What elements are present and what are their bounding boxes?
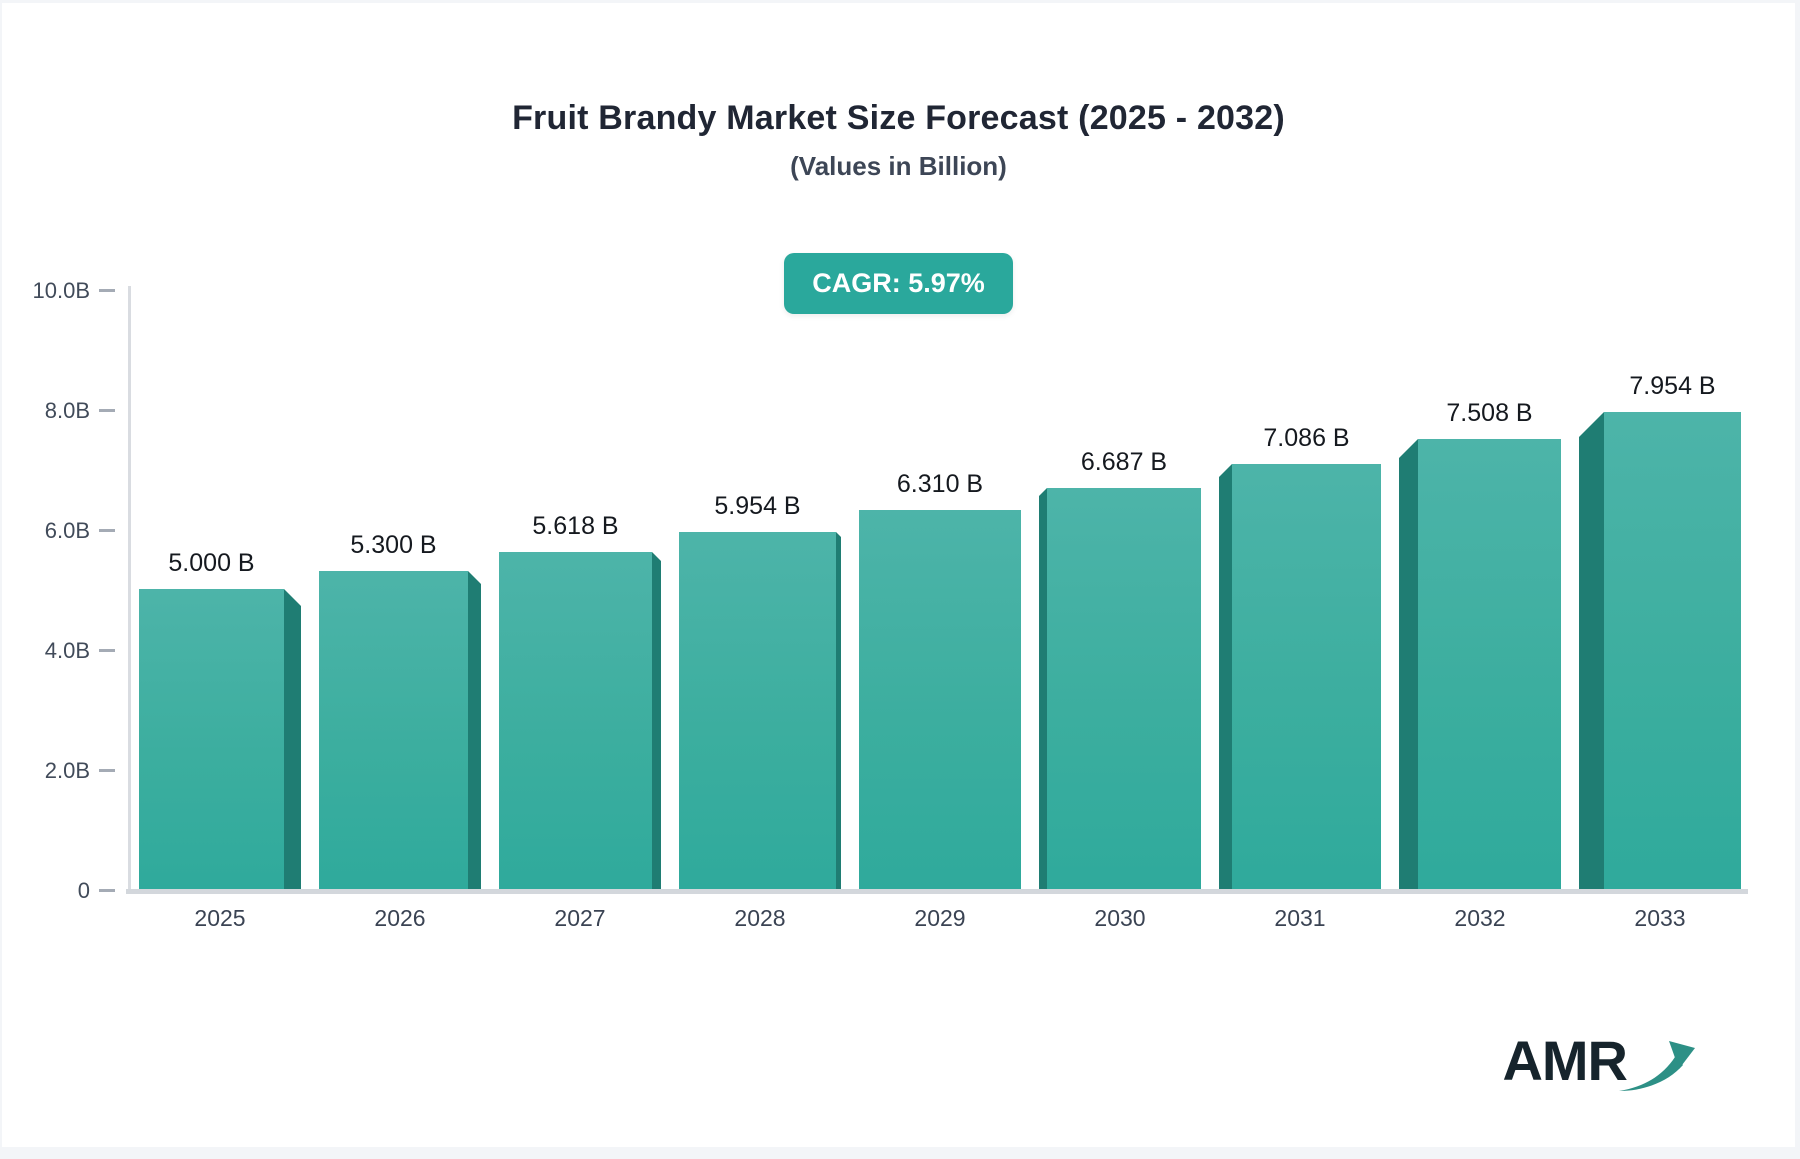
bar-value-label: 6.687 B xyxy=(1080,448,1168,476)
cagr-badge: CAGR: 5.97% xyxy=(784,253,1013,314)
x-axis-label-2030: 2030 xyxy=(1094,905,1146,931)
x-axis-label-2032: 2032 xyxy=(1454,905,1506,931)
bar-2033 xyxy=(1604,412,1741,889)
bar-3d-side-2025 xyxy=(284,589,301,889)
y-tick-mark xyxy=(99,409,115,412)
y-tick-label: 8.0B xyxy=(44,398,90,423)
x-axis-label-2026: 2026 xyxy=(374,905,426,931)
bar-3d-side-2031 xyxy=(1219,464,1232,889)
bar-value-label: 5.954 B xyxy=(714,492,801,520)
amr-logo-text: AMR xyxy=(1502,1029,1628,1092)
bar-3d-side-2033 xyxy=(1579,412,1604,889)
x-axis-label-2025: 2025 xyxy=(194,905,246,931)
x-axis-label-2028: 2028 xyxy=(734,905,786,931)
y-tick-label: 2.0B xyxy=(44,758,90,783)
bar-2032 xyxy=(1418,439,1561,889)
y-tick-label: 10.0B xyxy=(32,278,91,303)
chart-card: Fruit Brandy Market Size Forecast (2025 … xyxy=(2,3,1795,1147)
y-tick-label: 6.0B xyxy=(44,518,90,543)
x-axis-label-2029: 2029 xyxy=(914,905,966,931)
bar-value-label: 7.086 B xyxy=(1263,424,1350,452)
chart-title: Fruit Brandy Market Size Forecast (2025 … xyxy=(512,99,1285,137)
cagr-badge-row: CAGR: 5.97% xyxy=(2,253,1795,314)
amr-logo: AMR xyxy=(1502,1033,1697,1095)
bar-3d-side-2032 xyxy=(1399,439,1418,889)
y-tick-mark xyxy=(99,529,115,532)
bar-2026 xyxy=(319,571,468,889)
bar-2030 xyxy=(1047,488,1201,889)
y-tick-label: 0 xyxy=(77,878,90,903)
y-tick-mark xyxy=(99,889,115,892)
bar-3d-side-2030 xyxy=(1039,488,1047,889)
x-axis-baseline xyxy=(126,889,1748,894)
x-axis-label-2033: 2033 xyxy=(1634,905,1686,931)
y-axis-line xyxy=(128,286,131,892)
y-tick-mark xyxy=(99,769,115,772)
plot-area: 0 2.0B 4.0B 6.0B 8.0B 10.0B 5.000 B 5.300 B 5.6… xyxy=(2,3,1800,1159)
y-tick-mark xyxy=(99,289,115,292)
bar-2027 xyxy=(499,552,652,889)
bar-value-label: 7.508 B xyxy=(1446,399,1533,427)
bar-2029 xyxy=(859,510,1021,889)
bar-3d-side-2026 xyxy=(468,571,481,889)
bar-value-label: 7.954 B xyxy=(1629,372,1716,400)
bar-3d-side-2027 xyxy=(652,552,661,889)
bar-2028 xyxy=(679,532,836,889)
bar-value-label: 6.310 B xyxy=(896,470,984,498)
growth-arrow-icon xyxy=(1619,1041,1695,1091)
bar-value-label: 5.000 B xyxy=(168,549,255,577)
x-axis-label-2031: 2031 xyxy=(1274,905,1326,931)
chart-subtitle: (Values in Billion) xyxy=(790,151,1007,181)
y-tick-label: 4.0B xyxy=(44,638,90,663)
bar-3d-side-2028 xyxy=(836,532,841,889)
y-tick-mark xyxy=(99,649,115,652)
bar-value-label: 5.300 B xyxy=(350,531,437,559)
bar-2025 xyxy=(139,589,284,889)
x-axis-label-2027: 2027 xyxy=(554,905,606,931)
bar-value-label: 5.618 B xyxy=(532,512,619,540)
bar-2031 xyxy=(1232,464,1381,889)
